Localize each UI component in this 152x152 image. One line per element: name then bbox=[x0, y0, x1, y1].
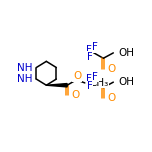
Text: F: F bbox=[86, 45, 92, 55]
Text: F: F bbox=[87, 81, 93, 91]
Text: F: F bbox=[86, 74, 92, 85]
Text: O: O bbox=[107, 93, 115, 103]
Text: O: O bbox=[71, 90, 79, 100]
Text: O: O bbox=[107, 64, 115, 74]
Text: NH: NH bbox=[17, 62, 33, 73]
Polygon shape bbox=[46, 84, 67, 87]
Text: CH₃: CH₃ bbox=[89, 78, 109, 88]
Text: OH: OH bbox=[119, 48, 135, 58]
Text: F: F bbox=[92, 42, 98, 52]
Text: NH: NH bbox=[17, 74, 33, 84]
Text: F: F bbox=[87, 52, 93, 62]
Text: O: O bbox=[73, 71, 81, 81]
Text: F: F bbox=[92, 72, 98, 82]
Text: OH: OH bbox=[119, 77, 135, 87]
